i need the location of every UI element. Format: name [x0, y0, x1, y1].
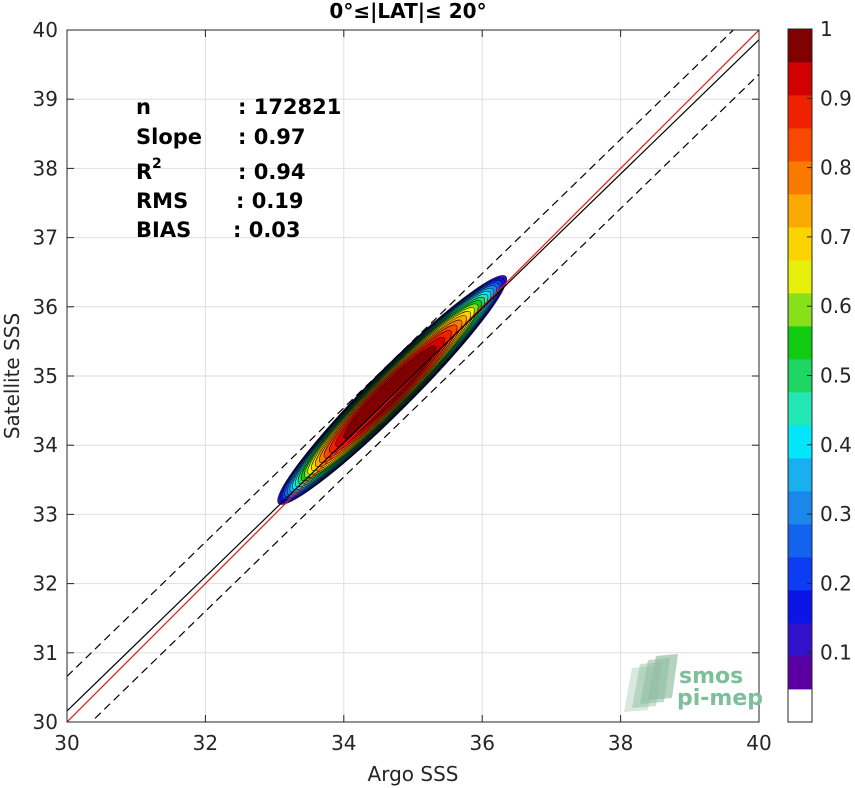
stat-label: BIAS — [136, 218, 191, 242]
colorbar-segment — [788, 95, 812, 129]
x-tick-label: 30 — [54, 731, 79, 755]
colorbar-tick-label: 0.3 — [820, 502, 852, 526]
stat-value: : 0.97 — [238, 125, 306, 149]
y-tick-label: 32 — [33, 572, 58, 596]
y-tick-label: 38 — [33, 156, 58, 180]
y-tick-label: 39 — [33, 87, 58, 111]
colorbar-segment — [788, 524, 812, 558]
stat-value: : 0.19 — [236, 189, 304, 213]
colorbar-tick-label: 0.5 — [820, 364, 852, 388]
y-tick-label: 36 — [33, 295, 58, 319]
colorbar-segment — [788, 62, 812, 96]
colorbar-tick-label: 0.8 — [820, 156, 852, 180]
logo-wave-shape — [648, 654, 678, 700]
colorbar-segment — [788, 128, 812, 162]
x-tick-label: 34 — [331, 731, 356, 755]
y-tick-label: 34 — [33, 433, 58, 457]
y-tick-label: 40 — [33, 18, 58, 42]
colorbar-tick-label: 0.2 — [820, 571, 852, 595]
colorbar-tick-label: 0.1 — [820, 641, 852, 665]
stat-value: : 172821 — [238, 95, 341, 119]
colorbar-segment — [788, 194, 812, 228]
colorbar-tick-label: 1 — [820, 17, 833, 41]
stat-value: : 0.94 — [238, 160, 306, 184]
grid-lines — [66, 29, 760, 723]
x-axis-label: Argo SSS — [368, 762, 459, 786]
x-tick-label: 32 — [193, 731, 218, 755]
colorbar-segment — [788, 458, 812, 492]
line-lower-bound — [90, 73, 759, 722]
x-tick-label: 38 — [608, 731, 633, 755]
line-upper-bound — [67, 30, 735, 677]
logo-text-smos: smos — [679, 664, 743, 689]
y-axis-label: Satellite SSS — [0, 313, 24, 439]
x-axis-ticks: 30 32 34 36 38 40 — [54, 30, 772, 755]
colorbar-segment — [788, 425, 812, 459]
colorbar-segment — [788, 557, 812, 591]
colorbar-segment — [788, 29, 812, 63]
chart-title: 0°≤|LAT|≤ 20° — [329, 0, 486, 23]
x-tick-label: 36 — [469, 731, 494, 755]
colorbar-segment — [788, 161, 812, 195]
y-tick-label: 33 — [33, 502, 58, 526]
colorbar-segment — [788, 656, 812, 690]
colorbar-segment — [788, 227, 812, 261]
stat-value: : 0.03 — [233, 218, 301, 242]
statistics-box: n : 172821 Slope : 0.97 R 2 : 0.94 RMS : 0.19 BIA… — [136, 95, 341, 242]
fit-lines — [67, 30, 759, 722]
colorbar-segment — [788, 260, 812, 294]
y-tick-label: 31 — [33, 641, 58, 665]
colorbar-segment — [788, 392, 812, 426]
stat-label: n — [136, 95, 151, 119]
colorbar-segment — [788, 623, 812, 657]
stat-label: RMS — [136, 189, 188, 213]
y-tick-label: 30 — [33, 710, 58, 734]
colorbar-segment — [788, 590, 812, 624]
colorbar-tick-label: 0.7 — [820, 225, 852, 249]
colorbar-segment — [788, 293, 812, 327]
logo-text-pi-mep: pi-mep — [677, 686, 763, 711]
stat-label-superscript: 2 — [152, 156, 162, 172]
y-axis-ticks: 30 31 32 33 34 35 36 37 38 39 40 — [33, 18, 759, 734]
colorbar-segment — [788, 326, 812, 360]
y-tick-label: 35 — [33, 364, 58, 388]
colorbar-tick-label: 0.9 — [820, 86, 852, 110]
density-contour-level — [343, 345, 437, 439]
density-contours — [277, 275, 507, 505]
y-tick-label: 37 — [33, 226, 58, 250]
line-regression — [67, 39, 759, 712]
colorbar: 0.1 0.2 0.3 0.4 0.5 0.6 0.7 0.8 0.9 1 — [787, 17, 852, 723]
colorbar-segment — [788, 689, 812, 723]
colorbar-segment — [788, 491, 812, 525]
x-tick-label: 40 — [746, 731, 771, 755]
stat-label: Slope — [136, 125, 202, 149]
colorbar-tick-label: 0.4 — [820, 433, 852, 457]
stat-label: R — [136, 160, 152, 184]
colorbar-tick-label: 0.6 — [820, 294, 852, 318]
